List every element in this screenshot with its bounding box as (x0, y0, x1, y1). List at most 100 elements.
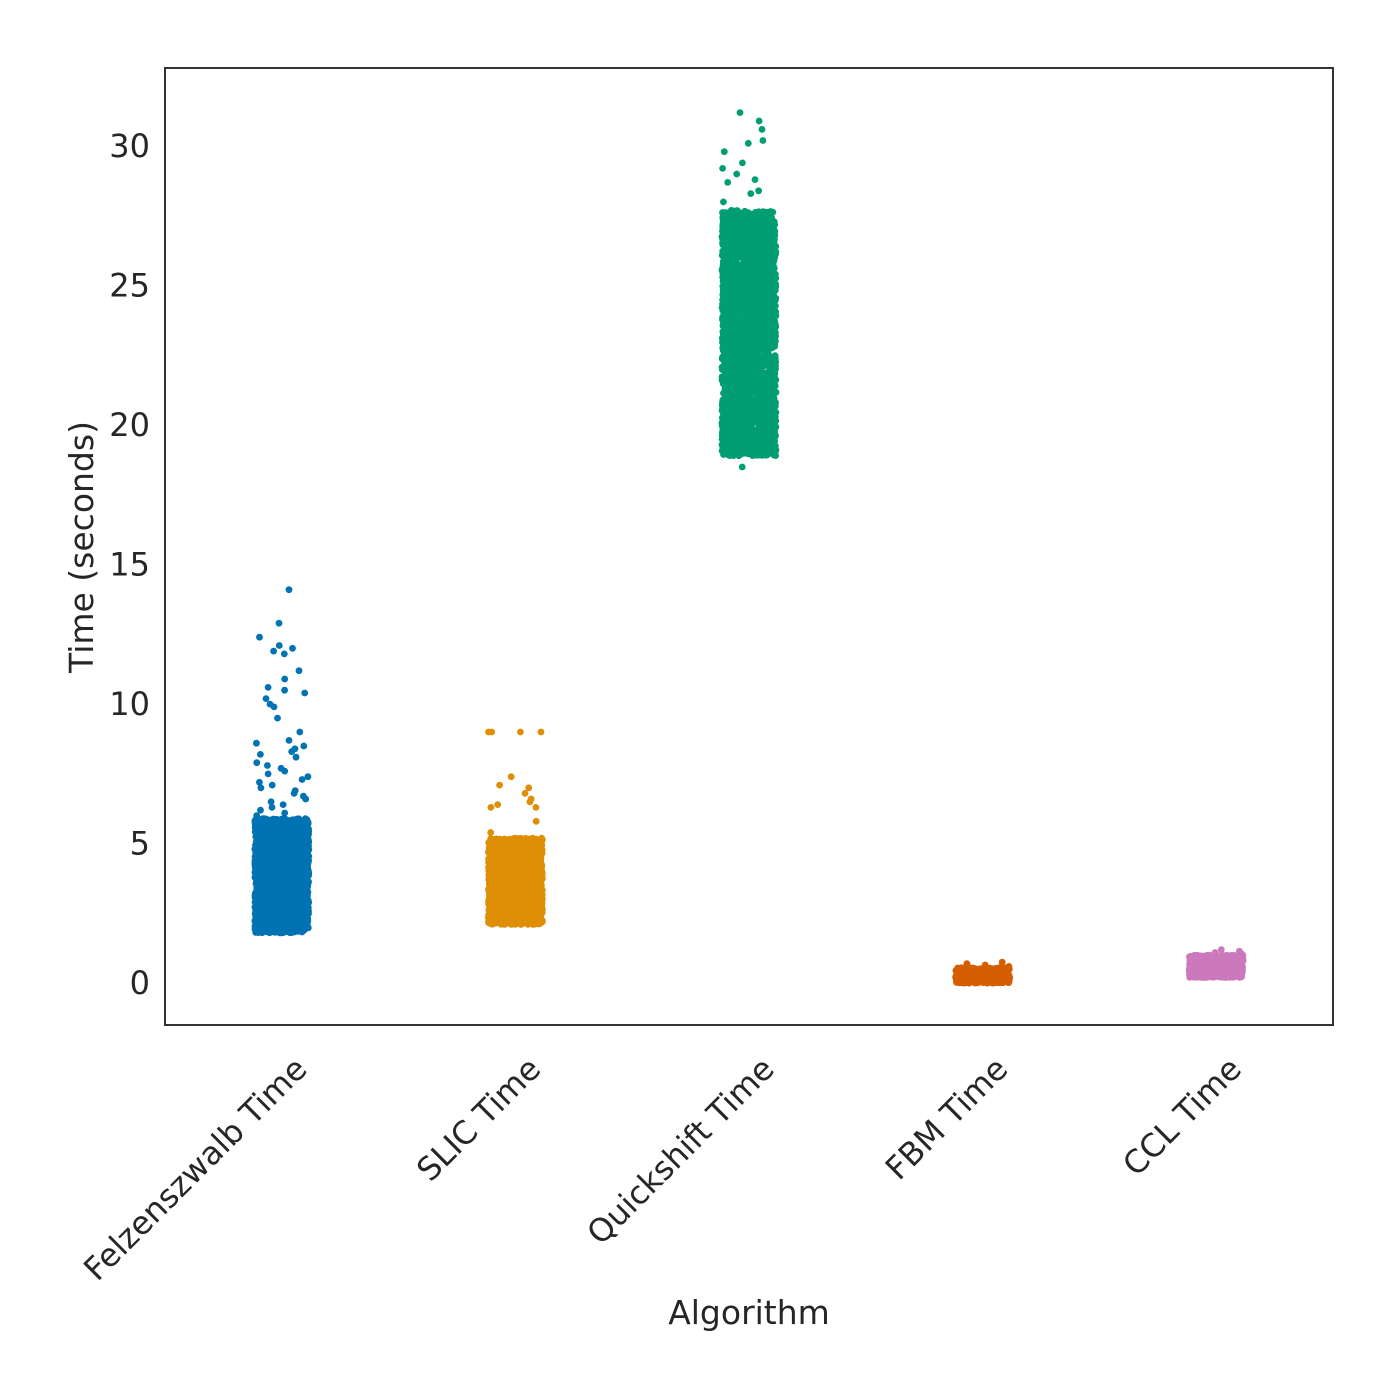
data-point (500, 883, 507, 890)
data-point (524, 903, 531, 911)
data-point-outlier (532, 817, 540, 825)
data-point (499, 842, 506, 850)
data-point (288, 879, 296, 887)
data-point (504, 890, 512, 898)
data-point (274, 847, 281, 855)
data-point (485, 848, 492, 856)
data-point-outlier (264, 762, 271, 769)
data-point (505, 836, 512, 844)
data-point-outlier (296, 728, 304, 736)
data-point (255, 912, 262, 920)
data-point (293, 831, 300, 839)
data-point (254, 820, 261, 828)
data-point (262, 835, 270, 843)
data-point (494, 900, 502, 908)
data-point-outlier (537, 728, 545, 736)
data-point (283, 868, 291, 875)
data-point (304, 820, 312, 828)
data-point (289, 912, 297, 919)
data-point (531, 912, 538, 919)
data-point (252, 859, 260, 867)
data-point-outlier (256, 633, 263, 641)
data-point (513, 914, 521, 922)
data-point (269, 898, 277, 906)
data-point (522, 910, 530, 918)
data-point-outlier (281, 809, 289, 817)
data-point (295, 815, 303, 823)
data-point (486, 911, 494, 919)
data-point (516, 876, 524, 883)
data-point-outlier (264, 770, 272, 778)
data-point-outlier (295, 667, 303, 675)
data-point-outlier (496, 781, 503, 789)
data-point (506, 847, 514, 854)
data-point (293, 844, 300, 852)
data-point-outlier (521, 790, 529, 797)
data-point (490, 884, 498, 891)
data-point (487, 873, 495, 880)
series-points (485, 728, 546, 928)
data-point (295, 884, 303, 892)
data-point-outlier (487, 829, 495, 836)
data-point (510, 894, 517, 902)
data-point (522, 860, 530, 867)
data-point-outlier (301, 689, 309, 697)
data-point (263, 857, 270, 864)
data-point (266, 823, 273, 830)
data-point-outlier (268, 781, 276, 789)
data-point (536, 891, 543, 899)
data-point (267, 908, 274, 916)
data-point-outlier (507, 773, 515, 781)
data-point (536, 858, 543, 866)
data-point-outlier (257, 751, 264, 758)
data-point (277, 919, 285, 927)
data-point (512, 853, 520, 860)
data-point-outlier (280, 650, 288, 658)
data-point (290, 824, 298, 832)
data-point (254, 873, 262, 881)
data-point-outlier (525, 784, 533, 792)
data-point-outlier (288, 748, 296, 755)
data-point-outlier (253, 812, 261, 820)
data-point (276, 879, 284, 886)
data-point (277, 904, 285, 911)
data-point (289, 867, 297, 875)
data-point (298, 876, 306, 883)
data-point-outlier (275, 642, 283, 649)
data-point (527, 839, 535, 847)
data-point (300, 924, 308, 931)
data-point (507, 862, 515, 870)
data-point-outlier (262, 695, 270, 702)
data-point (305, 845, 313, 853)
data-point-outlier (532, 804, 540, 811)
series-points (718, 109, 780, 471)
data-point (493, 914, 500, 921)
data-point (493, 866, 500, 874)
data-point (505, 910, 512, 917)
data-point (253, 839, 261, 846)
data-point-outlier (517, 728, 524, 736)
data-point (300, 914, 308, 922)
data-point (264, 849, 272, 857)
data-point (281, 818, 289, 826)
data-point-outlier (304, 773, 312, 781)
data-point (485, 918, 493, 926)
data-point (251, 925, 259, 933)
data-point (291, 920, 299, 927)
data-point (251, 853, 259, 861)
data-point-outlier (274, 714, 281, 722)
data-point (487, 860, 495, 868)
data-point (493, 848, 501, 855)
data-point (524, 851, 532, 859)
data-point (262, 842, 270, 850)
data-point-outlier (285, 737, 293, 744)
data-point (512, 868, 519, 876)
data-point-outlier (281, 675, 289, 683)
data-point (539, 836, 546, 844)
data-point-outlier (494, 801, 502, 808)
data-point (534, 884, 542, 892)
data-point (289, 816, 297, 823)
data-point-outlier (253, 759, 261, 767)
data-point-outlier (300, 742, 308, 750)
